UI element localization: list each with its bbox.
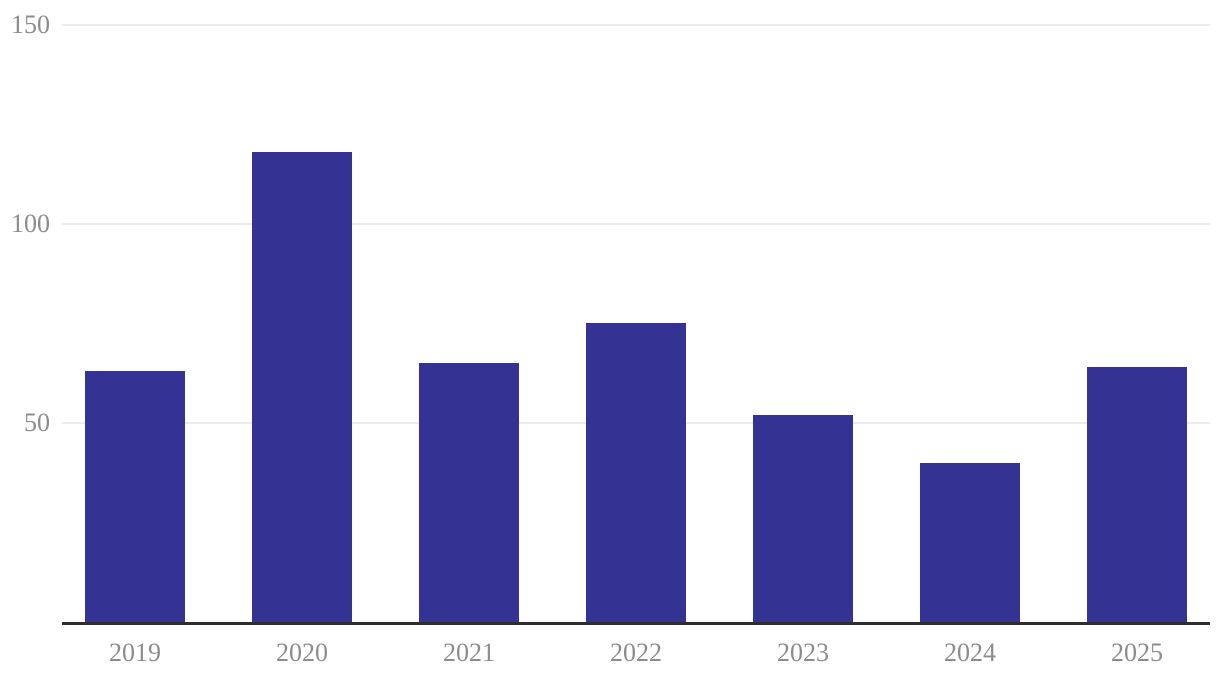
bar-2024 xyxy=(920,463,1020,622)
x-tick-label-2020: 2020 xyxy=(276,638,328,667)
bar-2025 xyxy=(1087,367,1187,622)
bar-2022 xyxy=(586,323,686,622)
bar-2023 xyxy=(753,415,853,622)
x-tick-label-2022: 2022 xyxy=(610,638,662,667)
x-axis-line xyxy=(62,622,1210,625)
gridline-150 xyxy=(62,24,1210,26)
y-tick-label-150: 150 xyxy=(11,10,50,39)
gridline-100 xyxy=(62,223,1210,225)
bar-2021 xyxy=(419,363,519,622)
y-tick-label-50: 50 xyxy=(24,408,50,437)
bar-2020 xyxy=(252,152,352,622)
x-tick-label-2021: 2021 xyxy=(443,638,495,667)
x-tick-label-2019: 2019 xyxy=(109,638,161,667)
x-tick-label-2025: 2025 xyxy=(1111,638,1163,667)
x-tick-label-2024: 2024 xyxy=(944,638,996,667)
bar-2019 xyxy=(85,371,185,622)
y-tick-label-100: 100 xyxy=(11,209,50,238)
x-tick-label-2023: 2023 xyxy=(777,638,829,667)
